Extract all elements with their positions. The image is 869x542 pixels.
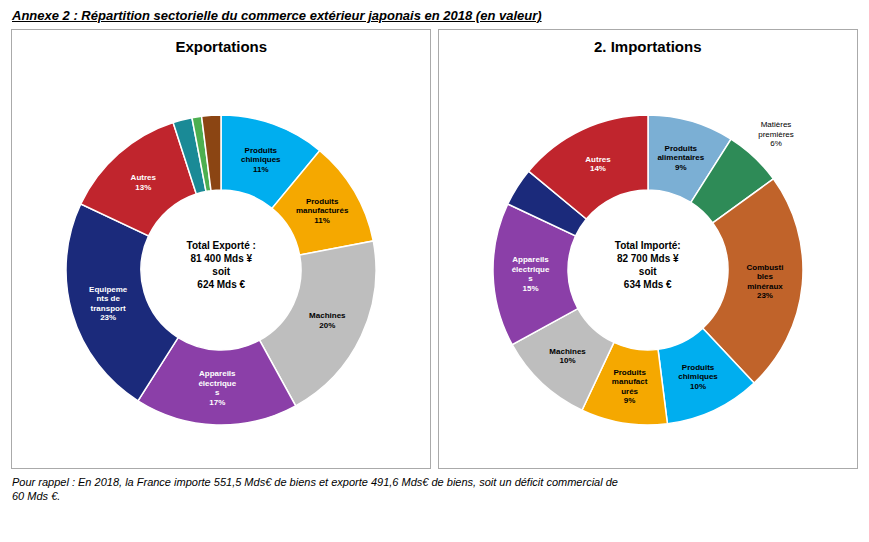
- svg-text:Produitschimiques11%: Produitschimiques11%: [241, 145, 281, 173]
- html-text:Exportations: Exportations: [175, 38, 268, 55]
- html-text:2. Importations: 2. Importations: [594, 38, 702, 55]
- svg-text:Produitsalimentaires9%: Produitsalimentaires9%: [657, 143, 704, 171]
- svg-text:Produitsmanufacturés9%: Produitsmanufacturés9%: [612, 367, 648, 405]
- svg-text:Produitsmanufacturés11%: Produitsmanufacturés11%: [296, 196, 349, 224]
- svg-text:Appareilsélectriques15%: Appareilsélectriques15%: [511, 255, 549, 293]
- svg-text:Machines10%: Machines10%: [549, 346, 586, 365]
- html-text:Pour rappel : En 2018, la Fran: Pour rappel : En 2018, la France importe…: [12, 476, 618, 502]
- svg-text:Machines20%: Machines20%: [309, 311, 346, 330]
- svg-text:Equipements detransport23%: Equipements detransport23%: [89, 284, 128, 322]
- svg-text:Combustiblesminéraux23%: Combustiblesminéraux23%: [746, 262, 783, 300]
- svg-text:Matièrespremières6%: Matièrespremières6%: [758, 120, 794, 148]
- svg-text:Autres14%: Autres14%: [585, 154, 611, 173]
- svg-text:Produitschimiques10%: Produitschimiques10%: [678, 362, 718, 390]
- svg-text:Autres13%: Autres13%: [131, 173, 157, 192]
- html-text:Total Exporté : 81 400 Mds ¥ s: Total Exporté : 81 400 Mds ¥ soit 624 Md…: [186, 240, 256, 290]
- html-text:Annexe 2 : Répartition sectori: Annexe 2 : Répartition sectorielle du co…: [12, 8, 542, 23]
- html-text:Total Importé: 82 700 Mds ¥ so: Total Importé: 82 700 Mds ¥ soit 634 Mds…: [614, 240, 681, 290]
- svg-text:Appareilsélectriques17%: Appareilsélectriques17%: [199, 369, 237, 407]
